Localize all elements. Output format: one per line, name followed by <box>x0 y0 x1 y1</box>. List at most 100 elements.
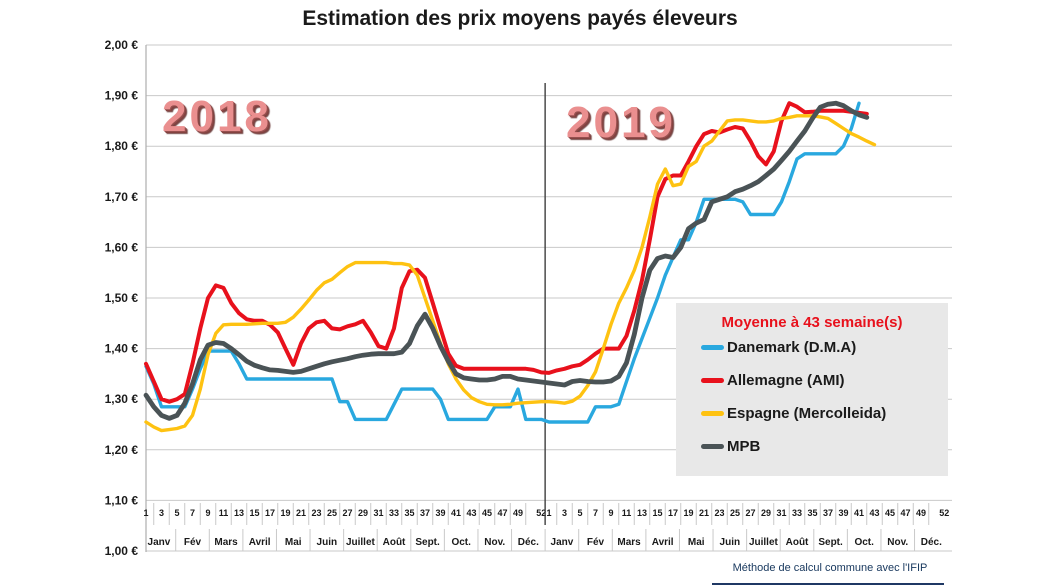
svg-text:1,60 €: 1,60 € <box>105 240 139 254</box>
svg-text:Sept.: Sept. <box>415 537 440 548</box>
svg-text:25: 25 <box>730 508 740 518</box>
svg-text:45: 45 <box>885 508 895 518</box>
svg-text:1,40 €: 1,40 € <box>105 342 139 356</box>
legend: Moyenne à 43 semaine(s) Danemark (D.M.A)… <box>676 303 948 476</box>
svg-text:27: 27 <box>342 508 352 518</box>
svg-text:3: 3 <box>159 508 164 518</box>
svg-text:13: 13 <box>234 508 244 518</box>
svg-text:Fév: Fév <box>587 537 605 548</box>
svg-text:33: 33 <box>792 508 802 518</box>
svg-text:Janv: Janv <box>551 537 574 548</box>
bottom-rule <box>712 583 944 585</box>
svg-text:3: 3 <box>562 508 567 518</box>
svg-text:Janv: Janv <box>148 537 171 548</box>
svg-text:27: 27 <box>745 508 755 518</box>
svg-text:29: 29 <box>358 508 368 518</box>
series-line-danemark-d-m-a <box>144 101 861 424</box>
svg-text:33: 33 <box>389 508 399 518</box>
svg-text:Juillet: Juillet <box>749 537 779 548</box>
svg-text:Août: Août <box>786 537 809 548</box>
svg-text:7: 7 <box>190 508 195 518</box>
espagne-line-swatch-icon <box>701 411 724 416</box>
svg-text:Nov.: Nov. <box>484 537 505 548</box>
svg-text:31: 31 <box>776 508 786 518</box>
svg-text:7: 7 <box>593 508 598 518</box>
svg-text:1,50 €: 1,50 € <box>105 291 139 305</box>
svg-text:19: 19 <box>280 508 290 518</box>
svg-text:35: 35 <box>404 508 414 518</box>
svg-text:21: 21 <box>296 508 306 518</box>
svg-text:49: 49 <box>916 508 926 518</box>
svg-text:Mars: Mars <box>214 537 238 548</box>
svg-text:17: 17 <box>265 508 275 518</box>
svg-text:1,10 €: 1,10 € <box>105 493 139 507</box>
svg-text:15: 15 <box>249 508 259 518</box>
svg-text:17: 17 <box>668 508 678 518</box>
svg-text:1,30 €: 1,30 € <box>105 392 139 406</box>
svg-text:Juin: Juin <box>317 537 338 548</box>
gridlines <box>145 44 952 552</box>
svg-text:52: 52 <box>939 508 949 518</box>
svg-text:15: 15 <box>652 508 662 518</box>
svg-text:2,00 €: 2,00 € <box>105 38 139 52</box>
svg-text:41: 41 <box>451 508 461 518</box>
svg-text:52: 52 <box>536 508 546 518</box>
svg-text:11: 11 <box>622 508 632 518</box>
svg-text:Mai: Mai <box>285 537 302 548</box>
y-axis-labels: 2,00 € 1,90 € 1,80 € 1,70 € 1,60 € 1,50 € 1,40… <box>105 38 139 558</box>
year-watermark-2018: 2018 <box>162 92 272 141</box>
svg-text:19: 19 <box>683 508 693 518</box>
svg-text:Déc.: Déc. <box>518 537 539 548</box>
svg-text:39: 39 <box>838 508 848 518</box>
svg-text:49: 49 <box>513 508 523 518</box>
svg-text:41: 41 <box>854 508 864 518</box>
svg-text:Juin: Juin <box>720 537 741 548</box>
svg-text:Avril: Avril <box>652 537 674 548</box>
svg-text:9: 9 <box>205 508 210 518</box>
svg-text:Mars: Mars <box>617 537 641 548</box>
svg-text:1,00 €: 1,00 € <box>105 544 139 558</box>
svg-text:37: 37 <box>823 508 833 518</box>
legend-item-mpb: MPB <box>676 430 948 463</box>
svg-text:23: 23 <box>714 508 724 518</box>
svg-text:Oct.: Oct. <box>854 537 874 548</box>
svg-text:1,90 €: 1,90 € <box>105 89 139 103</box>
legend-title: Moyenne à 43 semaine(s) <box>721 314 903 331</box>
series-line-mpb <box>143 100 870 421</box>
svg-text:47: 47 <box>497 508 507 518</box>
legend-label-espagne: Espagne (Mercolleida) <box>727 405 887 422</box>
svg-text:Mai: Mai <box>688 537 705 548</box>
svg-text:39: 39 <box>435 508 445 518</box>
year-watermark-2019: 2019 <box>566 98 676 147</box>
svg-text:Déc.: Déc. <box>921 537 942 548</box>
legend-label-allemagne: Allemagne (AMI) <box>727 372 845 389</box>
svg-text:23: 23 <box>311 508 321 518</box>
svg-text:9: 9 <box>608 508 613 518</box>
legend-label-danemark: Danemark (D.M.A) <box>727 339 857 356</box>
legend-item-espagne: Espagne (Mercolleida) <box>676 397 948 430</box>
svg-text:Oct.: Oct. <box>451 537 471 548</box>
svg-text:11: 11 <box>219 508 229 518</box>
svg-text:43: 43 <box>869 508 879 518</box>
svg-text:Fév: Fév <box>184 537 202 548</box>
series-line-espagne-mercolleida <box>144 114 877 433</box>
svg-text:5: 5 <box>174 508 179 518</box>
svg-text:1: 1 <box>546 508 551 518</box>
svg-text:1,20 €: 1,20 € <box>105 443 139 457</box>
svg-text:Sept.: Sept. <box>818 537 843 548</box>
source-caption: Méthode de calcul commune avec l'IFIP <box>732 562 928 574</box>
svg-text:47: 47 <box>900 508 910 518</box>
svg-text:31: 31 <box>373 508 383 518</box>
legend-item-allemagne: Allemagne (AMI) <box>676 364 948 397</box>
svg-text:1,80 €: 1,80 € <box>105 139 139 153</box>
svg-text:Août: Août <box>383 537 406 548</box>
svg-text:1,70 €: 1,70 € <box>105 190 139 204</box>
danemark-line-swatch-icon <box>701 345 724 350</box>
svg-text:37: 37 <box>420 508 430 518</box>
svg-text:45: 45 <box>482 508 492 518</box>
allemagne-line-swatch-icon <box>701 378 724 383</box>
mpb-line-swatch-icon <box>701 444 724 449</box>
svg-text:5: 5 <box>577 508 582 518</box>
